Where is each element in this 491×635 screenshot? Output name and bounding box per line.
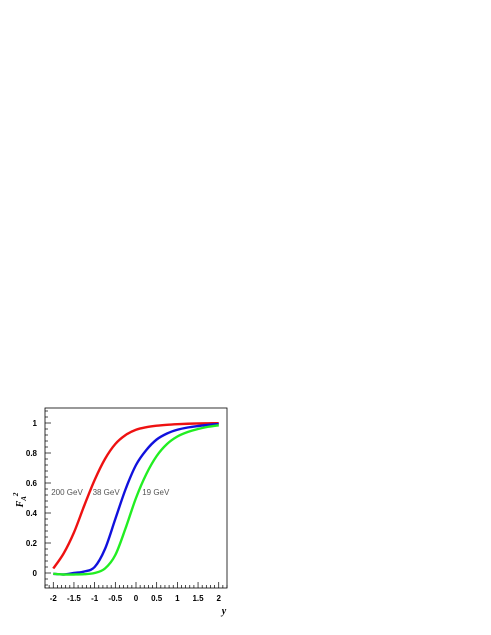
series-line-38-gev bbox=[53, 422, 219, 576]
series-labels: 200 GeV 38 GeV 19 GeV bbox=[51, 488, 170, 497]
y-tick-label: 0.8 bbox=[26, 449, 38, 458]
y-tick-label: 0.6 bbox=[26, 479, 38, 488]
y-axis-title-sup: 2 bbox=[12, 492, 20, 497]
series-label-200-gev: 200 GeV bbox=[51, 488, 83, 497]
x-tick-label: 2 bbox=[217, 594, 222, 603]
y-axis-title-main: F bbox=[15, 500, 26, 508]
y-tick-label: 1 bbox=[33, 419, 38, 428]
series-label-19-gev: 19 GeV bbox=[142, 488, 170, 497]
y-axis-title: FA2 bbox=[12, 492, 28, 508]
x-tick-label: -1 bbox=[91, 594, 99, 603]
y-tick-label: 0.2 bbox=[26, 539, 38, 548]
y-axis: 0 0.2 0.4 0.6 0.8 1 bbox=[26, 410, 51, 586]
svg-text:FA2: FA2 bbox=[12, 492, 28, 508]
y-axis-title-sub: A bbox=[20, 496, 28, 502]
series-label-38-gev: 38 GeV bbox=[93, 488, 121, 497]
series-lines bbox=[52, 421, 219, 576]
x-tick-label: 0 bbox=[134, 594, 139, 603]
x-tick-label: -2 bbox=[50, 594, 58, 603]
series-line-19-gev bbox=[53, 424, 219, 576]
x-tick-label: 0.5 bbox=[151, 594, 163, 603]
x-axis-title: y bbox=[221, 606, 227, 617]
y-tick-label: 0 bbox=[33, 569, 38, 578]
series-line-200-gev bbox=[52, 421, 219, 570]
x-tick-label: 1 bbox=[175, 594, 180, 603]
x-tick-label: 1.5 bbox=[192, 594, 204, 603]
x-tick-label: -1.5 bbox=[67, 594, 81, 603]
x-tick-label: -0.5 bbox=[108, 594, 122, 603]
x-axis: -2 -1.5 -1 -0.5 0 0.5 1 1.5 2 bbox=[44, 582, 228, 603]
y-tick-label: 0.4 bbox=[26, 509, 38, 518]
